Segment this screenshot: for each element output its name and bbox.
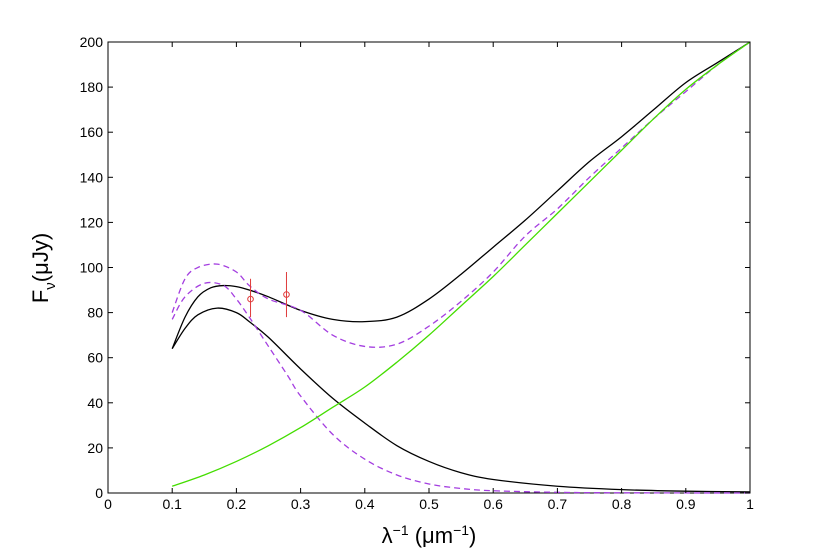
- y-tick-label: 120: [80, 214, 104, 230]
- x-tick-label: 0.8: [612, 496, 632, 512]
- x-tick-label: 0.5: [419, 496, 439, 512]
- x-tick-label: 0.9: [676, 496, 696, 512]
- x-tick-label: 0.6: [483, 496, 503, 512]
- axis-label-part: (μm: [409, 523, 453, 548]
- plot-frame: [107, 41, 751, 494]
- axis-label-part: ): [469, 523, 476, 548]
- y-ticks: 0 20 40 60 80 100 120 140 160 180 200: [80, 34, 750, 501]
- x-axis-label: λ−1 (μm−1): [382, 522, 477, 548]
- x-ticks: 0 0.1 0.2 0.3 0.4 0.5 0.6 0.7 0.8 0.9 1: [104, 42, 754, 512]
- y-tick-label: 0: [95, 485, 103, 501]
- data-point: [247, 295, 254, 303]
- axis-label-part: (μJy): [28, 233, 53, 282]
- y-tick-label: 200: [80, 34, 104, 50]
- axis-label-part: F: [28, 290, 53, 303]
- curves: [171, 41, 751, 494]
- y-tick-label: 100: [80, 260, 104, 276]
- y-tick-label: 80: [87, 305, 103, 321]
- x-tick-label: 0.1: [162, 496, 182, 512]
- x-tick-label: 0.2: [227, 496, 247, 512]
- x-tick-label: 0.4: [355, 496, 375, 512]
- y-tick-label: 180: [80, 79, 104, 95]
- series-line-5: [171, 41, 751, 487]
- axis-label-part: −1: [453, 522, 469, 538]
- x-tick-label: 1: [746, 496, 754, 512]
- x-tick-label: 0.7: [548, 496, 568, 512]
- series-line-3: [171, 41, 751, 348]
- axis-label-part: λ: [382, 523, 393, 548]
- data-points: [247, 272, 290, 318]
- y-tick-label: 60: [87, 350, 103, 366]
- axis-label-part: ν: [42, 282, 59, 290]
- y-tick-label: 40: [87, 395, 103, 411]
- y-tick-label: 160: [80, 124, 104, 140]
- x-tick-label: 0: [104, 496, 112, 512]
- data-point: [283, 291, 290, 298]
- y-tick-label: 20: [87, 440, 103, 456]
- series-line-2: [171, 307, 751, 493]
- y-axis-label: Fν(μJy): [28, 233, 59, 303]
- axis-label-part: −1: [393, 522, 409, 538]
- x-tick-label: 0.3: [291, 496, 311, 512]
- series-line-1: [171, 41, 751, 349]
- y-tick-label: 140: [80, 169, 104, 185]
